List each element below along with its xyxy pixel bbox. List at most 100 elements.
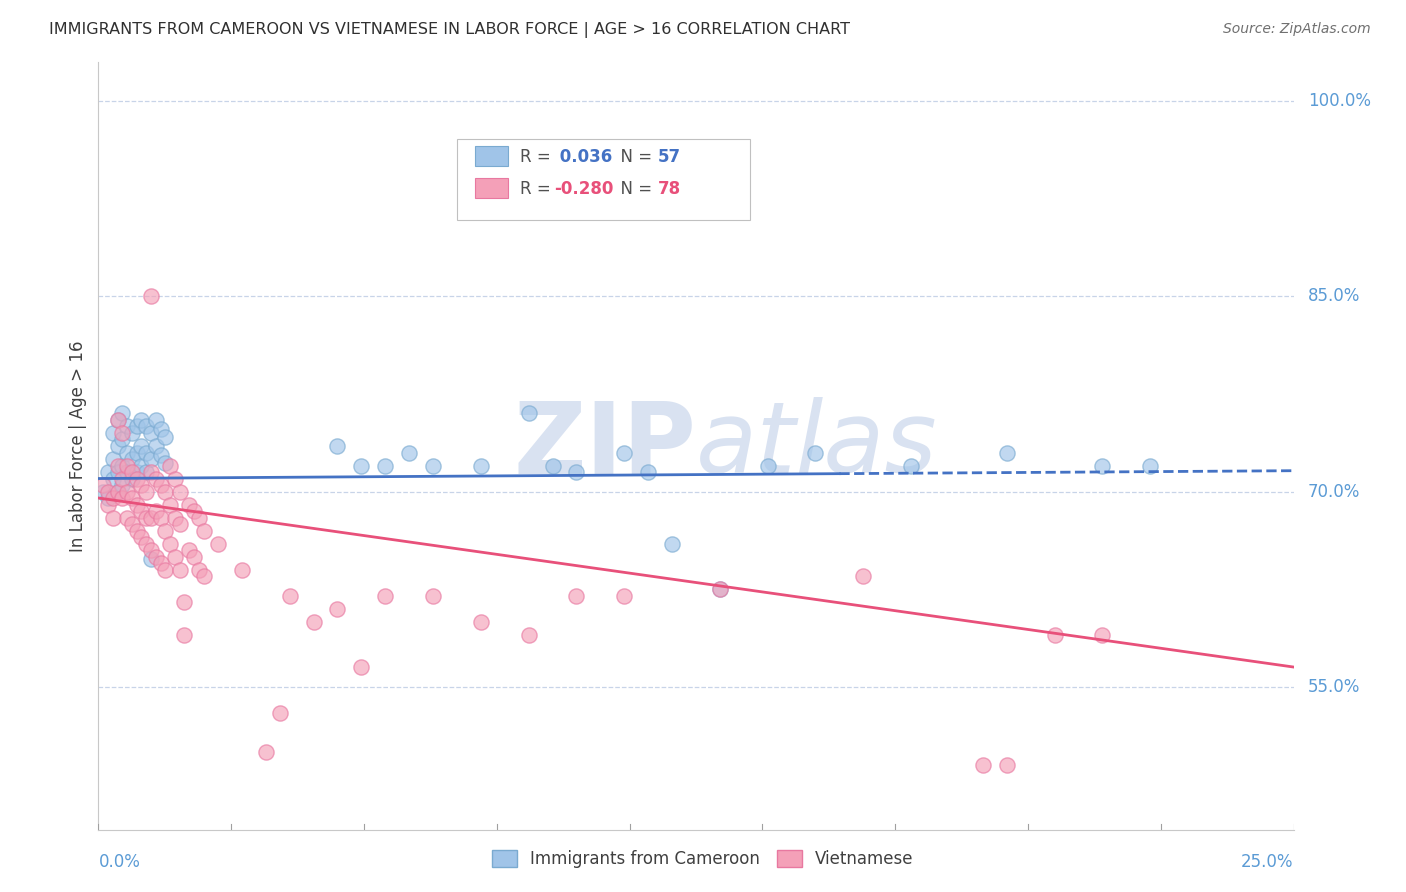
Point [131,458,153,473]
Point [145,504,167,518]
Point [169,516,191,531]
Point [107,458,129,473]
Point [131,478,153,492]
Point [187,510,209,524]
Point [115,484,138,499]
Point [121,516,143,531]
Point [97,484,120,499]
Point [302,615,325,629]
Point [107,484,129,499]
Point [107,465,129,479]
Point [326,601,349,615]
Point [139,465,162,479]
Point [135,536,157,550]
Point [1091,627,1114,641]
Text: N =: N = [610,148,657,166]
Point [91,478,114,492]
Point [125,471,148,485]
Point [115,419,138,434]
Point [97,491,120,505]
Point [169,484,191,499]
Point [565,589,588,603]
Point [422,458,444,473]
Point [541,458,564,473]
Point [135,510,157,524]
Point [139,510,162,524]
Point [637,465,659,479]
Text: 85.0%: 85.0% [1308,287,1360,305]
Text: 0.036: 0.036 [554,148,612,166]
Point [111,471,134,485]
Point [97,465,120,479]
Point [163,471,186,485]
FancyBboxPatch shape [457,139,749,219]
Point [398,445,420,459]
Point [111,491,134,505]
Point [231,562,253,576]
Point [374,589,396,603]
Point [149,510,172,524]
Point [107,413,129,427]
Point [155,456,177,470]
Point [159,458,181,473]
Point [1043,627,1066,641]
Point [139,552,162,566]
Text: N =: N = [610,180,657,198]
Point [149,422,172,436]
Point [374,458,396,473]
Point [101,452,124,467]
Text: 100.0%: 100.0% [1308,93,1371,111]
Point [107,439,129,453]
Point [111,425,134,440]
Point [326,439,349,453]
Point [131,439,153,453]
Text: Source: ZipAtlas.com: Source: ZipAtlas.com [1223,22,1371,37]
Point [101,471,124,485]
Text: 57: 57 [658,148,681,166]
Point [173,595,195,609]
Point [155,562,177,576]
Point [169,562,191,576]
Point [149,448,172,462]
Point [139,543,162,558]
Point [91,484,114,499]
Point [139,452,162,467]
Point [183,504,205,518]
Point [278,589,301,603]
Point [207,536,229,550]
Point [135,484,157,499]
Text: R =: R = [520,148,557,166]
Text: 78: 78 [658,180,681,198]
Point [121,471,143,485]
Point [121,425,143,440]
Point [111,458,134,473]
Point [125,445,148,459]
Point [121,452,143,467]
Point [163,549,186,564]
Text: 0.0%: 0.0% [98,853,141,871]
Point [709,582,731,596]
Point [565,465,588,479]
Point [115,445,138,459]
Legend: Immigrants from Cameroon, Vietnamese: Immigrants from Cameroon, Vietnamese [485,843,921,875]
Point [193,524,215,538]
Point [115,458,138,473]
Point [470,458,492,473]
Point [183,549,205,564]
Point [155,430,177,444]
Point [1139,458,1161,473]
Text: -0.280: -0.280 [554,180,613,198]
Point [900,458,922,473]
Text: R =: R = [520,180,557,198]
Point [125,498,148,512]
Point [187,562,209,576]
Point [111,407,134,421]
Point [101,510,124,524]
Point [121,465,143,479]
Point [139,425,162,440]
Point [159,498,181,512]
Point [517,407,540,421]
Point [101,491,124,505]
Point [125,524,148,538]
Point [115,465,138,479]
